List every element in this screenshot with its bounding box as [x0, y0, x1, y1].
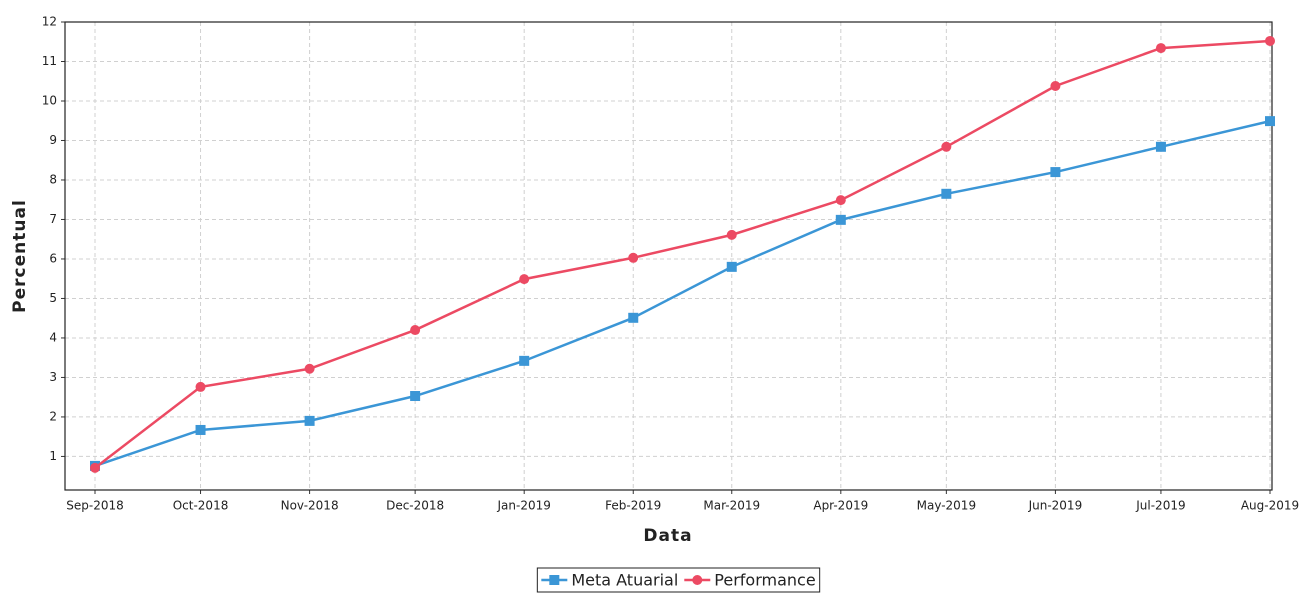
legend: Meta Atuarial Performance: [536, 567, 821, 593]
x-tick-label: Jul-2019: [1135, 499, 1185, 513]
point: [726, 261, 737, 272]
y-tick-label: 1: [49, 449, 57, 463]
point: [195, 381, 206, 392]
y-tick-label: 11: [42, 54, 57, 68]
point: [1050, 167, 1061, 178]
point: [1155, 141, 1166, 152]
point: [726, 229, 737, 240]
y-tick-label: 3: [49, 370, 57, 384]
point: [519, 355, 530, 366]
point: [410, 391, 421, 402]
point: [628, 252, 639, 263]
x-axis-title: Data: [643, 526, 692, 546]
legend-marker: [549, 575, 560, 585]
y-tick-label: 4: [49, 330, 57, 344]
point: [195, 424, 206, 435]
y-tick-label: 10: [42, 93, 57, 107]
point: [1050, 80, 1061, 91]
x-tick-label: Sep-2018: [66, 499, 124, 513]
x-tick-label: Jan-2019: [497, 499, 551, 513]
y-tick-label: 7: [49, 212, 57, 226]
x-tick-label: Apr-2019: [813, 499, 868, 513]
legend-marker: [692, 575, 703, 585]
y-tick-label: 2: [49, 409, 57, 423]
point: [628, 312, 639, 323]
point: [1265, 35, 1275, 46]
x-tick-label: Oct-2018: [173, 499, 229, 513]
x-tick-label: Dec-2018: [386, 499, 444, 513]
x-tick-label: May-2019: [917, 499, 976, 513]
point: [304, 363, 315, 374]
series-line: [94, 39, 1271, 469]
point: [90, 462, 100, 473]
y-tick-label: 12: [42, 15, 57, 29]
legend-label: Meta Atuarial: [571, 571, 678, 590]
x-tick-label: Mar-2019: [703, 499, 760, 513]
point: [1155, 43, 1166, 54]
y-axis-title: Percentual: [10, 199, 30, 313]
point: [941, 141, 952, 152]
y-tick-label: 9: [49, 133, 57, 147]
x-tick-label: Nov-2018: [281, 499, 339, 513]
point: [304, 415, 315, 426]
y-tick-label: 8: [49, 172, 57, 186]
point: [941, 188, 952, 199]
x-tick-label: Jun-2019: [1028, 499, 1083, 513]
x-tick-label: Aug-2019: [1241, 499, 1299, 513]
point: [410, 325, 421, 336]
x-tick-label: Feb-2019: [605, 499, 661, 513]
point: [1265, 116, 1275, 127]
legend-label: Performance: [714, 571, 815, 590]
series-line: [94, 119, 1271, 468]
point: [519, 274, 530, 285]
point: [835, 195, 846, 206]
y-tick-label: 5: [49, 291, 57, 305]
point: [835, 214, 846, 225]
y-tick-label: 6: [49, 251, 57, 265]
legend-box: [536, 567, 821, 593]
plot-frame: [64, 21, 1273, 491]
